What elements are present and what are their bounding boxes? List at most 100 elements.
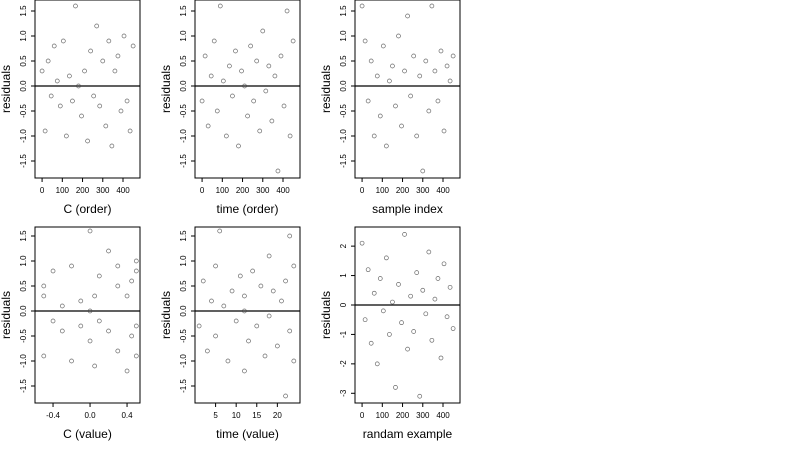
point bbox=[399, 320, 404, 326]
x-axis-label: C (order) bbox=[63, 202, 111, 216]
x-tick-label: 300 bbox=[416, 186, 430, 195]
point bbox=[199, 98, 205, 104]
point bbox=[45, 58, 51, 64]
point bbox=[408, 293, 413, 299]
point bbox=[87, 228, 93, 234]
y-tick-label: 0.0 bbox=[179, 305, 188, 317]
y-tick-label: 1.5 bbox=[179, 5, 188, 17]
point bbox=[217, 3, 223, 9]
point bbox=[287, 233, 293, 239]
y-tick-label: -0.5 bbox=[19, 329, 28, 343]
y-tick-label: 0.0 bbox=[19, 305, 28, 317]
point bbox=[103, 123, 109, 129]
point bbox=[220, 78, 226, 84]
point bbox=[217, 228, 223, 234]
point bbox=[283, 393, 288, 399]
point bbox=[78, 298, 84, 304]
point bbox=[92, 363, 98, 369]
x-tick-label: 200 bbox=[236, 186, 250, 195]
point bbox=[94, 23, 100, 29]
point bbox=[221, 303, 227, 309]
x-tick-label: 0 bbox=[200, 186, 205, 195]
point bbox=[450, 53, 456, 59]
point bbox=[269, 118, 275, 124]
point bbox=[245, 113, 250, 119]
point bbox=[97, 103, 103, 109]
point bbox=[287, 328, 293, 334]
point bbox=[384, 143, 389, 149]
point bbox=[423, 58, 429, 64]
x-tick-label: 5 bbox=[213, 411, 218, 420]
point bbox=[417, 393, 423, 399]
point bbox=[251, 98, 257, 104]
point bbox=[59, 328, 65, 334]
y-tick-label: 0.5 bbox=[19, 55, 28, 67]
point bbox=[405, 13, 410, 19]
point bbox=[426, 249, 432, 255]
point bbox=[444, 63, 450, 69]
point bbox=[447, 284, 453, 290]
x-tick-label: 10 bbox=[232, 411, 241, 420]
point bbox=[224, 133, 229, 139]
point bbox=[365, 98, 371, 104]
point bbox=[50, 318, 56, 324]
x-tick-label: 0 bbox=[40, 186, 45, 195]
y-tick-label: 0 bbox=[339, 302, 348, 307]
point bbox=[279, 298, 284, 304]
point bbox=[115, 283, 121, 289]
point bbox=[118, 108, 124, 114]
x-axis-label: time (order) bbox=[216, 202, 278, 216]
x-tick-label: 400 bbox=[436, 186, 450, 195]
point bbox=[275, 343, 280, 349]
point bbox=[387, 78, 392, 84]
point bbox=[266, 313, 272, 319]
y-tick-label: -1.5 bbox=[179, 379, 188, 393]
point bbox=[272, 73, 278, 79]
point bbox=[133, 353, 139, 359]
point bbox=[368, 340, 374, 346]
point bbox=[281, 103, 287, 109]
point bbox=[374, 361, 380, 367]
point bbox=[233, 318, 239, 324]
point bbox=[441, 128, 447, 134]
point bbox=[124, 368, 130, 374]
point bbox=[368, 58, 374, 64]
plot-frame bbox=[34, 0, 141, 179]
x-tick-label: 0 bbox=[360, 411, 365, 420]
x-tick-label: 400 bbox=[276, 186, 290, 195]
point bbox=[70, 98, 75, 104]
point bbox=[275, 168, 281, 174]
point bbox=[73, 3, 78, 9]
point bbox=[78, 323, 84, 329]
y-tick-label: 0.5 bbox=[339, 55, 348, 67]
x-tick-label: 0.0 bbox=[84, 411, 96, 420]
x-tick-label: 100 bbox=[376, 186, 390, 195]
point bbox=[417, 73, 423, 79]
point bbox=[402, 232, 407, 237]
y-tick-label: 0.0 bbox=[19, 80, 28, 92]
point bbox=[227, 63, 232, 69]
point bbox=[441, 261, 447, 267]
point bbox=[76, 83, 81, 89]
point bbox=[129, 278, 135, 284]
y-tick-label: 0.5 bbox=[179, 55, 188, 67]
y-axis-label: residuals bbox=[159, 65, 173, 113]
point bbox=[248, 43, 253, 49]
point bbox=[291, 263, 297, 269]
y-tick-label: 1.0 bbox=[19, 255, 28, 267]
point bbox=[420, 168, 426, 174]
point bbox=[242, 368, 247, 374]
y-tick-label: -1.0 bbox=[179, 129, 188, 143]
point bbox=[109, 143, 115, 149]
point bbox=[82, 68, 87, 74]
point bbox=[96, 318, 102, 324]
y-tick-label: -1.5 bbox=[19, 154, 28, 168]
point bbox=[260, 28, 266, 34]
point bbox=[362, 317, 368, 323]
point bbox=[390, 299, 395, 305]
point bbox=[432, 296, 438, 302]
point bbox=[106, 248, 111, 254]
point bbox=[438, 355, 444, 361]
x-tick-label: 400 bbox=[116, 186, 130, 195]
point bbox=[284, 8, 290, 14]
